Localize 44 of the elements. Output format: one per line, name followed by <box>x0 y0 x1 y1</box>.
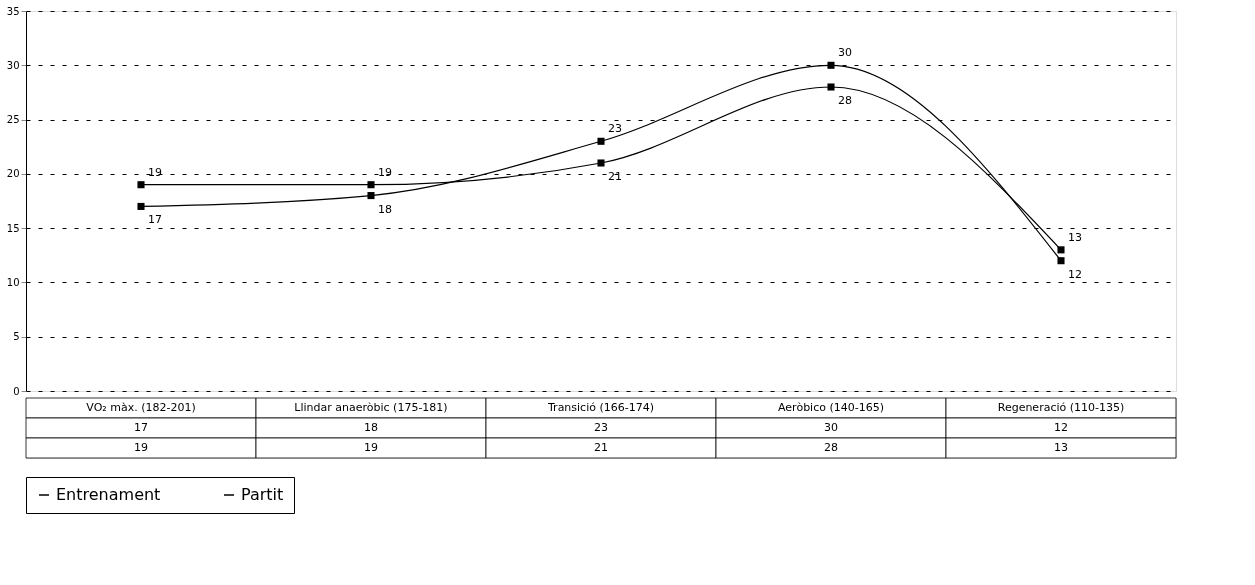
x-tick-label: Regeneració (110-135) <box>997 401 1125 414</box>
y-tick-label: 15 <box>6 222 20 234</box>
text: 18 <box>364 421 378 434</box>
point <box>827 83 835 91</box>
y-tick-label: 10 <box>6 276 20 288</box>
data-label: 30 <box>838 46 852 60</box>
data-label: 13 <box>1068 230 1082 244</box>
text: 30 <box>824 421 838 434</box>
point <box>367 181 375 189</box>
point <box>597 159 605 167</box>
text: 17 <box>134 421 148 434</box>
point <box>597 137 605 145</box>
data-label: 17 <box>148 213 162 227</box>
point <box>137 181 145 189</box>
x-tick-label: Transició (166-174) <box>547 401 654 414</box>
point <box>137 202 145 210</box>
y-tick-label: 20 <box>6 168 20 180</box>
text: 21 <box>594 441 608 454</box>
x-tick-label: Aeròbico (140-165) <box>778 401 884 414</box>
y-tick-label: 25 <box>6 114 20 126</box>
text: 12 <box>1054 421 1068 434</box>
point <box>1057 246 1065 254</box>
y-tick-label: 30 <box>6 59 20 71</box>
text: 23 <box>594 421 608 434</box>
y-tick-label: 35 <box>6 5 20 17</box>
data-label: 28 <box>838 94 852 107</box>
x-tick-label: Llindar anaeròbic (175-181) <box>294 401 448 414</box>
y-tick-label: 0 <box>13 385 20 397</box>
data-label: 18 <box>378 202 392 216</box>
text: 19 <box>134 441 148 454</box>
data-label: 12 <box>1068 267 1082 281</box>
legend-label: Entrenament <box>56 485 161 504</box>
legend-label: Partit <box>241 485 284 504</box>
x-tick-label: VO₂ màx. (182-201) <box>86 401 196 414</box>
text: 28 <box>824 441 838 454</box>
point <box>1057 257 1065 265</box>
data-label: 23 <box>608 122 622 136</box>
point <box>827 61 835 69</box>
text: 13 <box>1054 441 1068 454</box>
data-label: 21 <box>608 170 622 183</box>
data-label: 19 <box>378 165 392 179</box>
point <box>367 192 375 200</box>
y-tick-label: 5 <box>13 331 20 343</box>
text: 19 <box>364 441 378 454</box>
